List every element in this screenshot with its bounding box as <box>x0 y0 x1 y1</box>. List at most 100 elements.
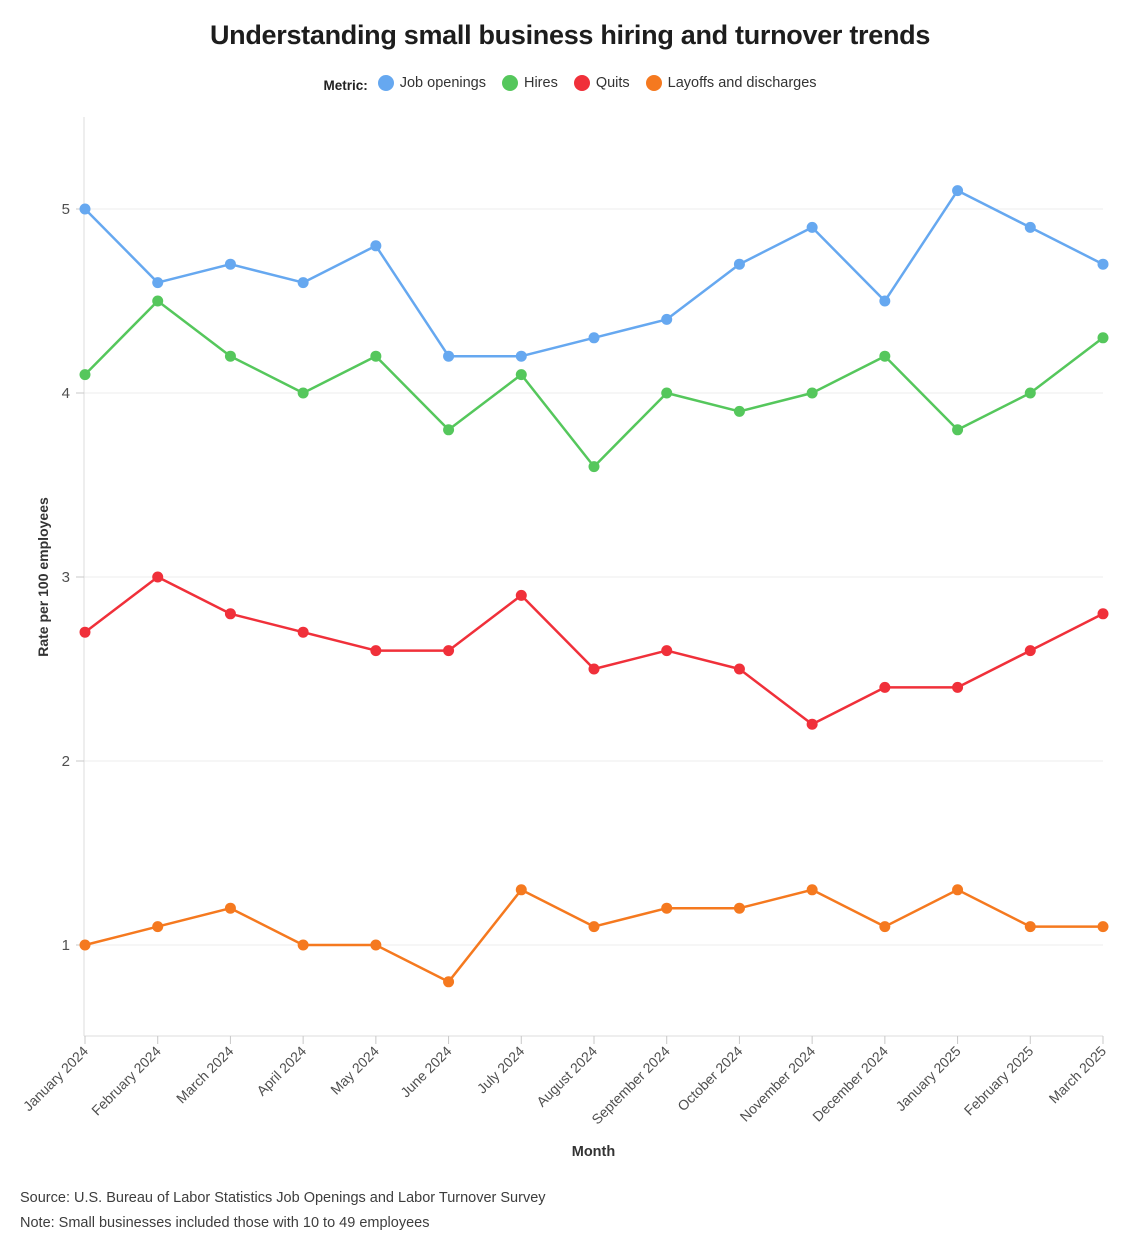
data-point-quits-january-2025[interactable] <box>952 681 964 693</box>
data-point-job-openings-february-2025[interactable] <box>1024 221 1036 233</box>
x-tick-label-march-2024: March 2024 <box>173 1043 237 1107</box>
data-point-quits-february-2024[interactable] <box>152 571 164 583</box>
legend-item-label: Quits <box>595 75 630 91</box>
chart-title: Understanding small business hiring and … <box>209 20 931 50</box>
data-point-hires-june-2024[interactable] <box>443 424 455 436</box>
data-point-layoffs-and-discharges-may-2024[interactable] <box>370 939 382 951</box>
data-point-layoffs-and-discharges-march-2025[interactable] <box>1097 921 1109 933</box>
data-point-layoffs-and-discharges-april-2024[interactable] <box>297 939 309 951</box>
data-point-quits-november-2024[interactable] <box>806 718 818 730</box>
data-point-layoffs-and-discharges-january-2024[interactable] <box>79 939 91 951</box>
data-point-job-openings-september-2024[interactable] <box>661 313 673 325</box>
data-point-quits-june-2024[interactable] <box>443 645 455 657</box>
data-point-hires-may-2024[interactable] <box>370 350 382 362</box>
legend-item-quits: Quits <box>573 75 630 91</box>
y-axis-title: Rate per 100 employees <box>35 497 51 657</box>
data-point-layoffs-and-discharges-september-2024[interactable] <box>661 902 673 914</box>
legend-swatch-icon <box>377 75 394 91</box>
y-tick-label: 3 <box>62 569 70 586</box>
x-tick-label-february-2025: February 2025 <box>961 1043 1037 1119</box>
data-point-job-openings-august-2024[interactable] <box>588 332 600 344</box>
data-point-quits-december-2024[interactable] <box>879 681 891 693</box>
x-tick-label-july-2024: July 2024 <box>474 1043 528 1097</box>
x-tick-label-september-2024: September 2024 <box>588 1043 673 1128</box>
data-point-job-openings-february-2024[interactable] <box>152 277 164 289</box>
data-point-layoffs-and-discharges-march-2024[interactable] <box>224 902 236 914</box>
series-line-hires <box>83 299 1105 468</box>
data-point-hires-december-2024[interactable] <box>879 350 891 362</box>
x-tick-label-october-2024: October 2024 <box>674 1043 745 1114</box>
data-point-quits-january-2024[interactable] <box>79 626 91 638</box>
y-tick-label: 4 <box>62 385 70 402</box>
data-point-quits-march-2025[interactable] <box>1097 608 1109 620</box>
data-point-job-openings-october-2024[interactable] <box>733 258 745 270</box>
x-tick-label-august-2024: August 2024 <box>533 1043 600 1110</box>
legend-swatch-icon <box>573 75 590 91</box>
data-point-layoffs-and-discharges-february-2024[interactable] <box>152 921 164 933</box>
series-line-job-openings <box>83 189 1105 358</box>
data-point-job-openings-november-2024[interactable] <box>806 221 818 233</box>
data-point-quits-may-2024[interactable] <box>370 645 382 657</box>
data-point-hires-march-2025[interactable] <box>1097 332 1109 344</box>
legend-label: Metric: <box>323 77 368 93</box>
footer: Source: U.S. Bureau of Labor Statistics … <box>20 1186 546 1236</box>
data-point-quits-september-2024[interactable] <box>661 645 673 657</box>
data-point-layoffs-and-discharges-november-2024[interactable] <box>806 884 818 896</box>
x-tick-label-june-2024: June 2024 <box>397 1043 455 1101</box>
data-point-hires-october-2024[interactable] <box>733 405 745 417</box>
data-point-hires-february-2024[interactable] <box>152 295 164 307</box>
data-point-hires-february-2025[interactable] <box>1024 387 1036 399</box>
data-point-job-openings-january-2024[interactable] <box>79 203 91 215</box>
data-point-layoffs-and-discharges-august-2024[interactable] <box>588 921 600 933</box>
data-point-job-openings-march-2024[interactable] <box>224 258 236 270</box>
legend-item-label: Hires <box>523 75 558 91</box>
data-point-hires-november-2024[interactable] <box>806 387 818 399</box>
data-point-hires-january-2024[interactable] <box>79 369 91 381</box>
x-tick-label-december-2024: December 2024 <box>809 1043 891 1125</box>
methodology-note: Note: Small businesses included those wi… <box>20 1215 430 1231</box>
legend-swatch-icon <box>501 75 518 91</box>
data-point-hires-september-2024[interactable] <box>661 387 673 399</box>
data-point-layoffs-and-discharges-december-2024[interactable] <box>879 921 891 933</box>
legend-items: Job openings Hires Quits Layoffs and discha… <box>377 75 817 95</box>
legend-item-layoffs-and-discharges: Layoffs and discharges <box>645 75 817 91</box>
data-point-job-openings-january-2025[interactable] <box>952 185 964 197</box>
series-line-layoffs-and-discharges <box>83 888 1105 984</box>
data-point-quits-february-2025[interactable] <box>1024 645 1036 657</box>
data-point-quits-august-2024[interactable] <box>588 663 600 675</box>
data-point-quits-april-2024[interactable] <box>297 626 309 638</box>
x-tick-label-january-2024: January 2024 <box>20 1043 91 1114</box>
x-tick-label-january-2025: January 2025 <box>892 1043 963 1114</box>
x-tick-label-november-2024: November 2024 <box>737 1043 819 1125</box>
data-point-layoffs-and-discharges-july-2024[interactable] <box>515 884 527 896</box>
data-point-layoffs-and-discharges-june-2024[interactable] <box>443 976 455 988</box>
data-point-job-openings-april-2024[interactable] <box>297 277 309 289</box>
legend-item-label: Job openings <box>399 75 486 91</box>
data-point-layoffs-and-discharges-february-2025[interactable] <box>1024 921 1036 933</box>
data-point-job-openings-july-2024[interactable] <box>515 350 527 362</box>
data-point-hires-march-2024[interactable] <box>224 350 236 362</box>
data-point-hires-january-2025[interactable] <box>952 424 964 436</box>
x-tick-label-march-2025: March 2025 <box>1046 1043 1110 1107</box>
data-point-hires-july-2024[interactable] <box>515 369 527 381</box>
data-point-job-openings-december-2024[interactable] <box>879 295 891 307</box>
legend: Metric: Job openings Hires Quits Layoffs an… <box>0 75 1140 95</box>
data-point-quits-march-2024[interactable] <box>224 608 236 620</box>
data-point-layoffs-and-discharges-january-2025[interactable] <box>952 884 964 896</box>
source-note: Source: U.S. Bureau of Labor Statistics … <box>20 1190 546 1206</box>
data-point-hires-april-2024[interactable] <box>297 387 309 399</box>
data-point-job-openings-june-2024[interactable] <box>443 350 455 362</box>
data-point-layoffs-and-discharges-october-2024[interactable] <box>733 902 745 914</box>
data-point-quits-october-2024[interactable] <box>733 663 745 675</box>
data-point-job-openings-march-2025[interactable] <box>1097 258 1109 270</box>
data-point-quits-july-2024[interactable] <box>515 589 527 601</box>
x-tick-label-february-2024: February 2024 <box>88 1043 164 1119</box>
legend-item-label: Layoffs and discharges <box>667 75 817 91</box>
series-line-quits <box>83 575 1105 726</box>
legend-item-job-openings: Job openings <box>377 75 486 91</box>
x-tick-label-april-2024: April 2024 <box>253 1043 309 1099</box>
data-point-hires-august-2024[interactable] <box>588 461 600 473</box>
data-point-job-openings-may-2024[interactable] <box>370 240 382 252</box>
x-axis-title: Month <box>571 1144 616 1160</box>
